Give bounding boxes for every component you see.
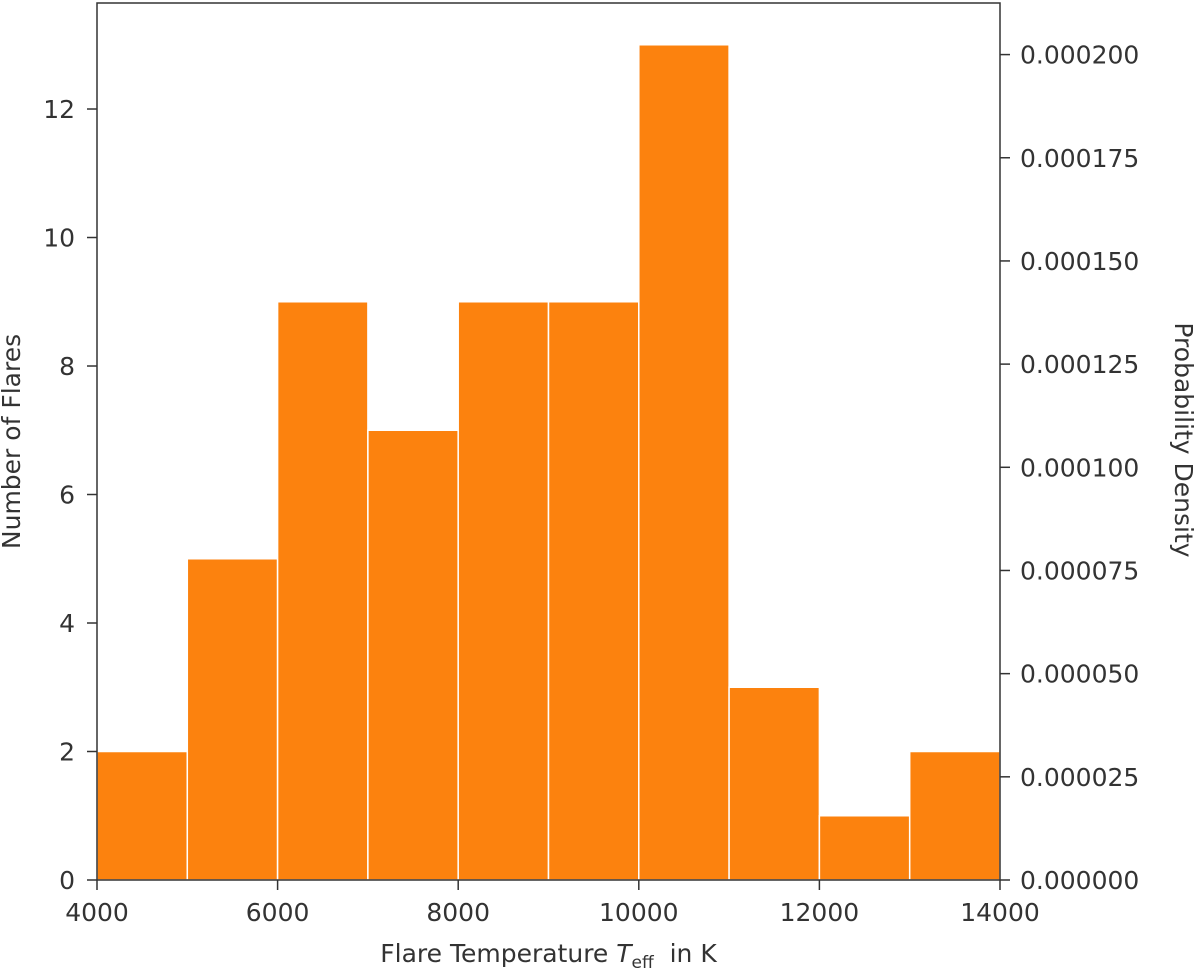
- x-tick-label: 6000: [246, 898, 310, 927]
- y2-tick-label: 0.000100: [1020, 453, 1139, 482]
- y-tick-label: 10: [43, 224, 75, 253]
- y2-tick-label: 0.000075: [1020, 556, 1139, 585]
- y-tick-label: 12: [43, 95, 75, 124]
- y2-tick-label: 0.000025: [1020, 763, 1139, 792]
- histogram-bar: [186, 558, 279, 881]
- y2-tick-label: 0.000200: [1020, 41, 1139, 70]
- y2-tick-label: 0.000150: [1020, 247, 1139, 276]
- bars-group: [96, 44, 1001, 881]
- y2-tick-label: 0.000175: [1020, 144, 1139, 173]
- x-tick-label: 14000: [960, 898, 1040, 927]
- plot-frame: [96, 2, 1001, 881]
- y2-tick-label: 0.000000: [1020, 866, 1139, 895]
- y-tick-label: 8: [59, 352, 75, 381]
- histogram-bar: [818, 815, 911, 881]
- histogram-bar: [547, 301, 640, 881]
- y2-tick-label: 0.000125: [1020, 350, 1139, 379]
- x-axis-ticks: 4000 6000 8000 10000 12000 14000: [65, 880, 1040, 927]
- histogram-bar: [96, 750, 189, 881]
- y-tick-label: 0: [59, 866, 75, 895]
- y-tick-label: 4: [59, 609, 75, 638]
- y-axis-ticks: 0 2 4 6 8 10 12: [43, 95, 97, 895]
- y2-axis-label: Probability Density: [1169, 322, 1198, 557]
- y-tick-label: 6: [59, 481, 75, 510]
- x-tick-label: 10000: [599, 898, 679, 927]
- y-axis-label: Number of Flares: [0, 334, 26, 549]
- histogram-bar: [367, 429, 459, 881]
- histogram-bar: [908, 750, 1001, 881]
- histogram-bar: [728, 686, 821, 881]
- x-tick-label: 4000: [65, 898, 129, 927]
- x-axis-label: Flare Temperature Teff in K: [380, 939, 717, 970]
- histogram-bar: [276, 301, 369, 881]
- y2-axis-ticks: 0.000000 0.000025 0.000050 0.000075 0.000100…: [1000, 41, 1139, 895]
- histogram-bar: [457, 301, 550, 881]
- x-tick-label: 8000: [426, 898, 490, 927]
- y-tick-label: 2: [59, 738, 75, 767]
- x-tick-label: 12000: [780, 898, 860, 927]
- histogram-bar: [638, 44, 730, 881]
- y2-tick-label: 0.000050: [1020, 660, 1139, 689]
